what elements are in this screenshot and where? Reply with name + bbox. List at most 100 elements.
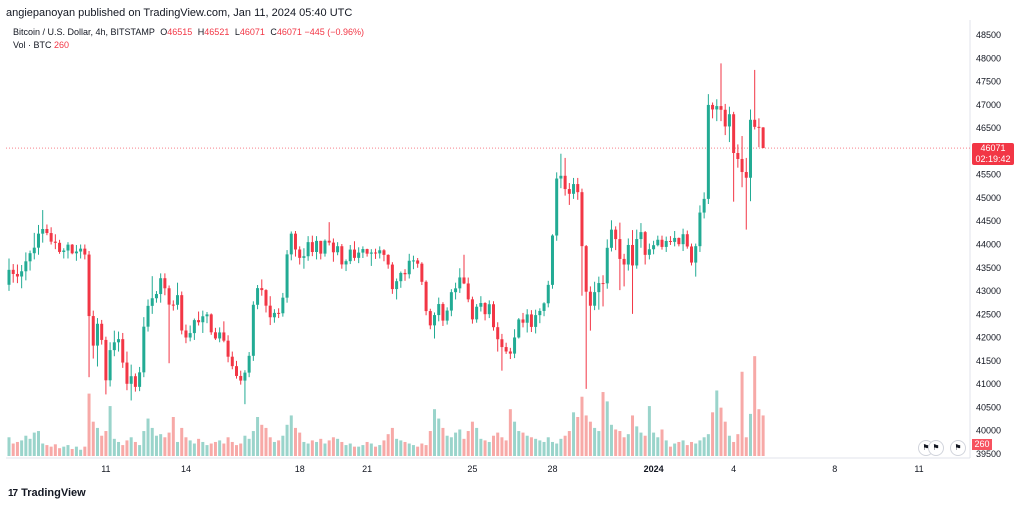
volume-bar: [563, 435, 567, 456]
candle-body: [251, 304, 255, 356]
volume-bar: [272, 441, 276, 456]
volume-bar: [483, 440, 487, 456]
volume-bar: [74, 446, 78, 456]
candle-body: [723, 109, 727, 127]
economic-event-flag-icon[interactable]: ⚑: [928, 440, 944, 456]
candle-body: [112, 342, 116, 351]
candle-body: [445, 310, 449, 321]
volume-bar: [176, 441, 180, 456]
volume-bar: [711, 412, 715, 456]
volume-bar: [458, 429, 462, 456]
candle-body: [483, 303, 487, 315]
candle-body: [635, 239, 639, 266]
candle-body: [167, 288, 171, 305]
candle-body: [673, 237, 677, 242]
volume-bar: [378, 445, 382, 456]
time-tick-label: 11: [101, 464, 110, 474]
change-value: −445 (−0.96%): [304, 27, 364, 37]
volume-bar: [11, 443, 15, 456]
candle-body: [399, 272, 403, 282]
candle-body: [694, 246, 698, 263]
candle-body: [100, 323, 104, 340]
volume-bar: [171, 417, 175, 456]
candle-body: [647, 249, 651, 255]
volume-bar: [315, 441, 319, 456]
candle-body: [268, 305, 272, 318]
candle-body: [496, 327, 500, 340]
candle-body: [315, 240, 319, 252]
volume-bar: [188, 440, 192, 456]
candle-body: [327, 240, 331, 243]
candle-body: [614, 229, 618, 240]
candle-body: [45, 229, 49, 234]
volume-legend: Vol · BTC 260: [13, 40, 69, 50]
volume-bar: [706, 434, 710, 456]
time-tick-label: 25: [467, 464, 477, 474]
candle-body: [567, 189, 571, 194]
volume-bar: [251, 431, 255, 456]
volume-bar: [209, 443, 213, 456]
candle-body: [441, 304, 445, 321]
candle-body: [11, 269, 15, 274]
volume-bar: [293, 427, 297, 456]
candle-body: [150, 298, 154, 306]
volume-bar: [487, 441, 491, 456]
open-label: O: [160, 27, 168, 37]
volume-bar: [748, 413, 752, 456]
candle-body: [260, 288, 264, 291]
volume-bar: [723, 421, 727, 456]
tradingview-branding[interactable]: 17 TradingView: [8, 487, 86, 499]
candle-body: [508, 351, 512, 354]
volume-bar: [555, 443, 559, 456]
candle-body: [142, 326, 146, 373]
volume-bar: [310, 440, 314, 456]
price-tick-label: 41500: [976, 356, 1001, 366]
candle-body: [154, 294, 158, 299]
candle-body: [643, 232, 647, 255]
candle-body: [631, 244, 635, 266]
volume-bar: [559, 438, 563, 456]
economic-event-flag-icon[interactable]: ⚑: [950, 440, 966, 456]
candle-body: [416, 260, 420, 264]
candle-body: [454, 288, 458, 293]
volume-bar: [601, 392, 605, 456]
symbol-label: Bitcoin / U.S. Dollar, 4h, BITSTAMP: [13, 27, 155, 37]
volume-bar: [352, 446, 356, 456]
candle-body: [28, 253, 32, 262]
time-tick-label: 18: [295, 464, 305, 474]
volume-bar: [159, 434, 163, 456]
candle-body: [197, 320, 201, 323]
volume-bar: [331, 437, 335, 456]
candle-body: [344, 261, 348, 265]
candle-body: [83, 248, 87, 255]
volume-bar: [20, 440, 24, 456]
volume-bar: [281, 435, 285, 456]
volume-bar: [416, 446, 420, 456]
candle-body: [357, 252, 361, 258]
candle-body: [104, 339, 108, 381]
candle-body: [500, 339, 504, 348]
volume-bar: [631, 415, 635, 456]
candle-body: [462, 277, 466, 284]
candle-body: [706, 104, 710, 199]
candle-body: [732, 114, 736, 154]
candle-body: [685, 234, 689, 247]
candle-body: [521, 319, 525, 323]
volume-bar: [100, 435, 104, 456]
volume-bar: [268, 437, 272, 456]
volume-bar: [407, 443, 411, 456]
candle-body: [677, 237, 681, 245]
candle-body: [433, 315, 437, 326]
last-price-value: 46071: [980, 143, 1006, 153]
volume-bar: [428, 431, 432, 456]
volume-bar: [298, 432, 302, 456]
volume-bar: [757, 409, 761, 456]
candle-body: [201, 316, 205, 323]
candle-body: [605, 247, 609, 284]
volume-bar: [647, 406, 651, 456]
volume-bar: [744, 437, 748, 456]
volume-bar: [277, 440, 281, 456]
volume-bar: [462, 438, 466, 456]
